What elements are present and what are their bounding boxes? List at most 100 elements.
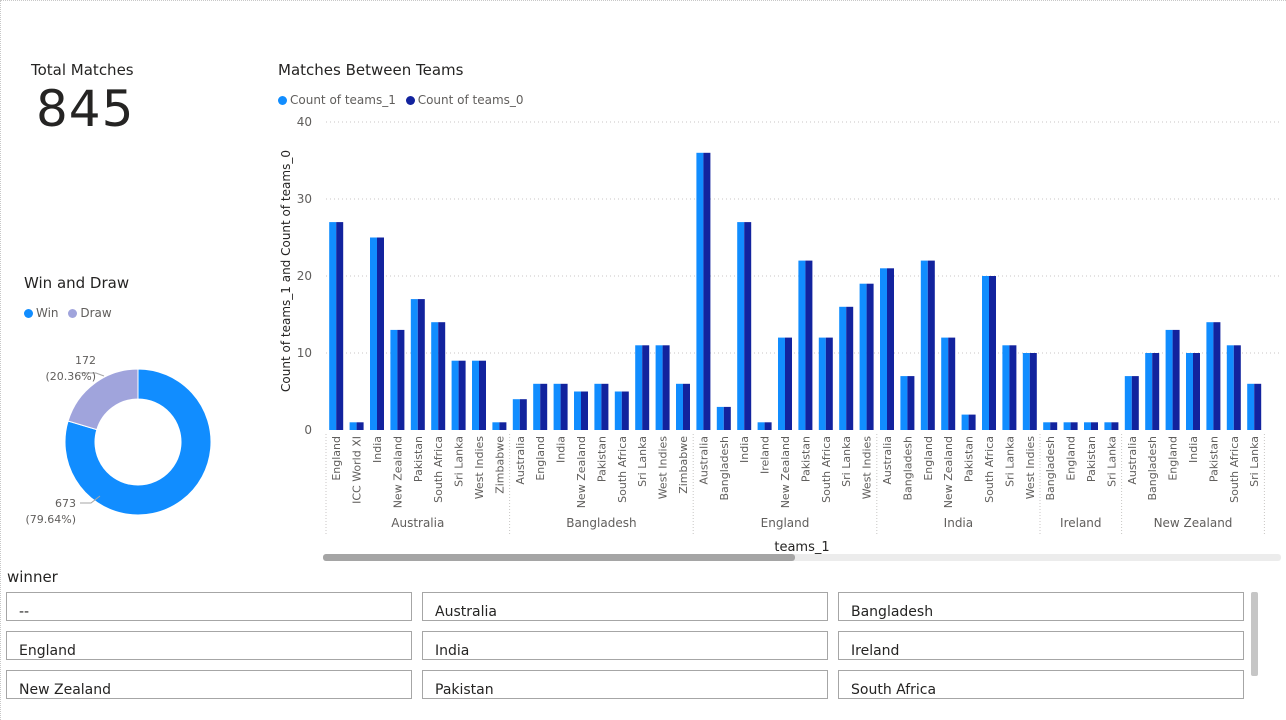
- bar-teams-0-new-zealand-bangladesh[interactable]: [1152, 353, 1160, 430]
- bar-teams-0-england-sri-lanka[interactable]: [846, 306, 854, 430]
- bar-teams-1-india-england[interactable]: [920, 260, 928, 430]
- bar-teams-1-england-pakistan[interactable]: [798, 260, 806, 430]
- bar-teams-1-bangladesh-sri-lanka[interactable]: [635, 345, 643, 430]
- bar-teams-1-england-bangladesh[interactable]: [716, 406, 724, 430]
- bar-teams-1-new-zealand-pakistan[interactable]: [1206, 322, 1214, 430]
- chart-scrollbar-thumb[interactable]: [323, 554, 795, 561]
- bar-teams-0-bangladesh-south-africa[interactable]: [621, 391, 629, 431]
- donut-slice-draw[interactable]: [67, 368, 139, 431]
- bar-teams-1-ireland-bangladesh[interactable]: [1043, 422, 1051, 430]
- bar-teams-0-india-england[interactable]: [927, 260, 935, 430]
- bar-teams-0-ireland-england[interactable]: [1070, 422, 1078, 430]
- bar-teams-0-ireland-pakistan[interactable]: [1091, 422, 1098, 430]
- bar-teams-0-new-zealand-england[interactable]: [1172, 329, 1180, 430]
- bar-teams-0-bangladesh-india[interactable]: [560, 383, 568, 430]
- bar-teams-0-ireland-sri-lanka[interactable]: [1111, 422, 1119, 430]
- donut-slice-win[interactable]: [64, 368, 212, 516]
- bar-teams-0-australia-icc-world-xi[interactable]: [356, 422, 364, 430]
- bar-teams-1-ireland-sri-lanka[interactable]: [1104, 422, 1112, 430]
- bar-teams-0-england-india[interactable]: [744, 222, 752, 430]
- slicer-item-blank[interactable]: --: [6, 592, 412, 621]
- bar-teams-1-bangladesh-south-africa[interactable]: [614, 391, 622, 431]
- bar-teams-1-new-zealand-bangladesh[interactable]: [1145, 353, 1153, 430]
- bar-teams-1-australia-west-indies[interactable]: [472, 360, 479, 430]
- bar-teams-1-new-zealand-india[interactable]: [1186, 353, 1193, 430]
- donut-chart[interactable]: 172 (20.36%) 673 (79.64%): [0, 340, 240, 540]
- bar-teams-0-india-west-indies[interactable]: [1029, 353, 1037, 430]
- chart-horizontal-scrollbar[interactable]: [323, 554, 1281, 561]
- bar-teams-1-india-bangladesh[interactable]: [900, 376, 908, 430]
- slicer-item-india[interactable]: India: [422, 631, 828, 660]
- bar-teams-0-england-south-africa[interactable]: [825, 337, 833, 430]
- bar-teams-1-australia-england[interactable]: [329, 222, 337, 430]
- bar-teams-1-bangladesh-pakistan[interactable]: [594, 383, 602, 430]
- bar-teams-0-india-australia[interactable]: [887, 268, 894, 430]
- legend-item-win[interactable]: Win: [24, 306, 59, 320]
- bar-teams-0-australia-zimbabwe[interactable]: [499, 422, 507, 430]
- bar-teams-1-bangladesh-new-zealand[interactable]: [574, 391, 581, 431]
- bar-teams-0-india-bangladesh[interactable]: [907, 376, 915, 430]
- bar-teams-1-australia-south-africa[interactable]: [431, 322, 439, 430]
- bar-teams-1-australia-sri-lanka[interactable]: [451, 360, 459, 430]
- bar-teams-1-bangladesh-india[interactable]: [553, 383, 561, 430]
- slicer-item-new-zealand[interactable]: New Zealand: [6, 670, 412, 699]
- bar-teams-0-new-zealand-sri-lanka[interactable]: [1254, 383, 1262, 430]
- bar-teams-0-australia-sri-lanka[interactable]: [458, 360, 466, 430]
- slicer-item-australia[interactable]: Australia: [422, 592, 828, 621]
- bar-teams-1-india-west-indies[interactable]: [1022, 353, 1030, 430]
- bar-teams-1-england-india[interactable]: [737, 222, 745, 430]
- bar-teams-0-england-australia[interactable]: [703, 152, 711, 431]
- bar-teams-0-bangladesh-west-indies[interactable]: [662, 345, 670, 430]
- bar-teams-1-india-pakistan[interactable]: [961, 414, 969, 430]
- bar-teams-0-australia-south-africa[interactable]: [438, 322, 446, 430]
- bar-teams-1-australia-india[interactable]: [370, 237, 377, 431]
- bar-teams-1-england-australia[interactable]: [696, 152, 704, 431]
- bar-teams-1-australia-new-zealand[interactable]: [390, 329, 398, 430]
- bar-teams-0-new-zealand-pakistan[interactable]: [1213, 322, 1221, 430]
- legend-item-teams-0[interactable]: Count of teams_0: [405, 93, 524, 107]
- bar-teams-1-new-zealand-england[interactable]: [1165, 329, 1173, 430]
- bar-teams-0-new-zealand-india[interactable]: [1193, 353, 1200, 430]
- slicer-vertical-scrollbar[interactable]: [1251, 592, 1258, 676]
- slicer-item-ireland[interactable]: Ireland: [838, 631, 1244, 660]
- slicer-item-pakistan[interactable]: Pakistan: [422, 670, 828, 699]
- bar-teams-1-india-sri-lanka[interactable]: [1002, 345, 1010, 430]
- legend-item-draw[interactable]: Draw: [68, 306, 112, 320]
- slicer-item-bangladesh[interactable]: Bangladesh: [838, 592, 1244, 621]
- bar-teams-0-ireland-bangladesh[interactable]: [1050, 422, 1058, 430]
- bar-teams-0-india-sri-lanka[interactable]: [1009, 345, 1017, 430]
- bar-teams-1-bangladesh-england[interactable]: [533, 383, 541, 430]
- bar-teams-1-australia-zimbabwe[interactable]: [492, 422, 500, 430]
- bar-teams-1-australia-pakistan[interactable]: [410, 299, 418, 430]
- bar-teams-1-ireland-pakistan[interactable]: [1084, 422, 1091, 430]
- bar-teams-1-england-west-indies[interactable]: [859, 283, 867, 430]
- bar-teams-1-bangladesh-west-indies[interactable]: [655, 345, 663, 430]
- bar-teams-0-india-south-africa[interactable]: [989, 276, 996, 430]
- bar-teams-0-australia-west-indies[interactable]: [479, 360, 486, 430]
- bar-teams-1-new-zealand-sri-lanka[interactable]: [1247, 383, 1255, 430]
- bar-teams-0-bangladesh-new-zealand[interactable]: [581, 391, 588, 431]
- bar-teams-0-bangladesh-zimbabwe[interactable]: [683, 383, 690, 430]
- bar-teams-0-australia-india[interactable]: [377, 237, 384, 431]
- bar-teams-1-england-south-africa[interactable]: [818, 337, 826, 430]
- bar-teams-1-new-zealand-australia[interactable]: [1124, 376, 1132, 430]
- bar-teams-0-india-new-zealand[interactable]: [948, 337, 956, 430]
- slicer-item-south-africa[interactable]: South Africa: [838, 670, 1244, 699]
- bar-teams-0-new-zealand-south-africa[interactable]: [1233, 345, 1241, 430]
- bar-teams-0-england-ireland[interactable]: [764, 422, 772, 430]
- slicer-item-england[interactable]: England: [6, 631, 412, 660]
- bar-teams-1-india-new-zealand[interactable]: [941, 337, 949, 430]
- bar-teams-1-bangladesh-australia[interactable]: [512, 399, 520, 430]
- bar-teams-1-england-sri-lanka[interactable]: [839, 306, 847, 430]
- bar-teams-0-australia-pakistan[interactable]: [417, 299, 425, 430]
- bar-teams-0-england-new-zealand[interactable]: [785, 337, 792, 430]
- bar-teams-1-ireland-england[interactable]: [1063, 422, 1071, 430]
- bar-teams-0-india-pakistan[interactable]: [968, 414, 976, 430]
- bar-teams-0-bangladesh-sri-lanka[interactable]: [642, 345, 650, 430]
- bar-chart[interactable]: 0 10 20 30 40 Count of teams_1 and Count of t…: [270, 110, 1286, 555]
- bar-teams-0-australia-england[interactable]: [336, 222, 344, 430]
- bar-teams-1-india-australia[interactable]: [880, 268, 887, 430]
- bar-teams-1-australia-icc-world-xi[interactable]: [349, 422, 357, 430]
- bar-teams-0-england-bangladesh[interactable]: [723, 406, 731, 430]
- bar-teams-0-new-zealand-australia[interactable]: [1131, 376, 1139, 430]
